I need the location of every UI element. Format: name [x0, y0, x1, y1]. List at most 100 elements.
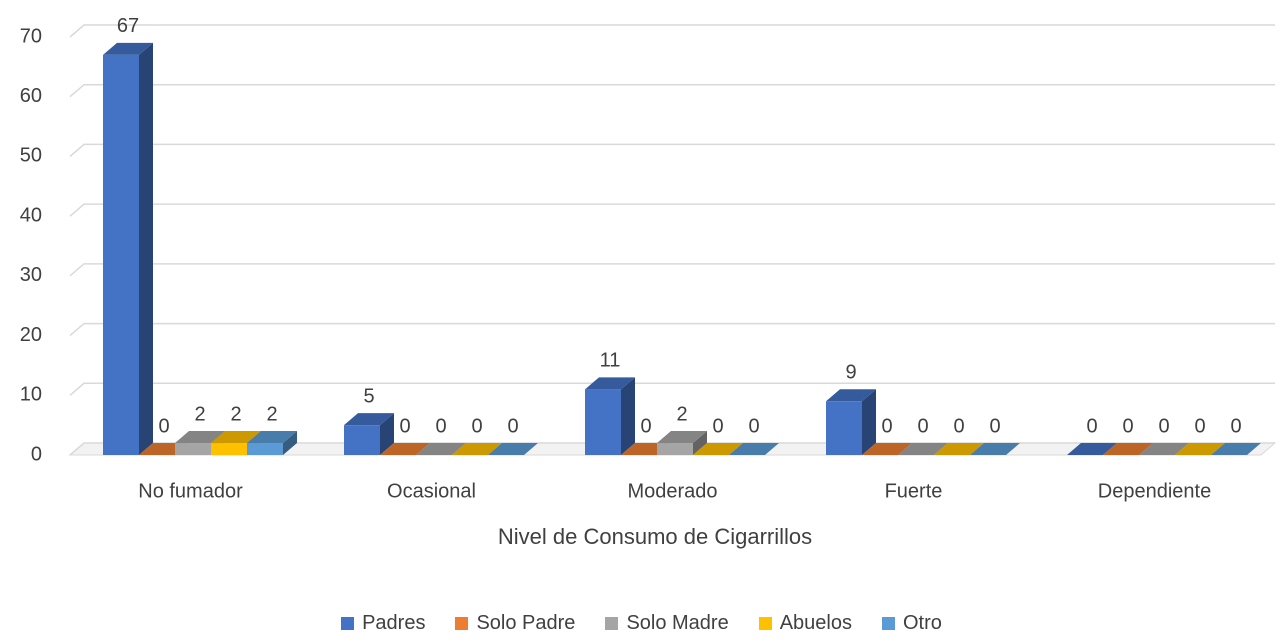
data-label: 0: [712, 415, 723, 437]
legend: Padres Solo Padre Solo Madre Abuelos Otro: [0, 612, 1283, 635]
bar-top: [898, 443, 948, 455]
data-label: 0: [1194, 415, 1205, 437]
legend-label: Solo Padre: [476, 612, 576, 634]
grid-line: [69, 143, 1275, 157]
grid-line: [69, 322, 1275, 337]
bar-top: [344, 413, 394, 426]
x-tick-label: Dependiente: [1098, 480, 1211, 502]
data-label: 0: [507, 415, 518, 437]
bar-top: [1211, 443, 1261, 455]
data-label: 5: [363, 385, 374, 407]
data-label: 0: [471, 415, 482, 437]
bar-top: [488, 443, 538, 455]
data-label: 2: [266, 403, 277, 425]
data-label: 0: [881, 415, 892, 437]
bar-top: [103, 42, 153, 55]
bar-top: [380, 443, 430, 455]
grid-line: [69, 24, 1275, 38]
bar-side: [621, 377, 635, 455]
legend-item: Solo Padre: [455, 612, 575, 635]
x-tick-label: No fumador: [138, 480, 243, 502]
y-tick-label: 40: [20, 204, 42, 226]
legend-swatch: [341, 617, 355, 630]
data-label: 0: [1158, 415, 1169, 437]
data-label: 0: [989, 415, 1000, 437]
data-label: 11: [600, 350, 621, 372]
legend-item: Abuelos: [758, 612, 852, 635]
legend-label: Abuelos: [779, 612, 852, 634]
y-tick-label: 10: [20, 384, 42, 406]
data-label: 2: [230, 403, 241, 425]
legend-swatch: [758, 617, 772, 630]
bar-top: [657, 431, 707, 444]
grid-line: [69, 83, 1275, 98]
data-label: 0: [748, 415, 759, 437]
bar-top: [585, 377, 635, 390]
bar-side: [283, 431, 297, 455]
bar-top: [175, 431, 225, 444]
legend-swatch: [455, 617, 469, 630]
bar-top: [1103, 443, 1153, 455]
data-label: 0: [917, 415, 928, 437]
bar-top: [693, 443, 743, 455]
bar-side: [380, 413, 394, 455]
legend-item: Padres: [341, 612, 425, 635]
data-label: 2: [194, 403, 205, 425]
bar-top: [211, 431, 261, 444]
bar: [247, 443, 283, 455]
bar-side: [693, 431, 707, 455]
bar: [175, 443, 211, 455]
legend-swatch: [605, 617, 619, 630]
bar-top: [934, 443, 984, 455]
bar-top: [1067, 443, 1117, 455]
data-label: 0: [435, 415, 446, 437]
bar-top: [826, 389, 876, 402]
y-tick-label: 30: [20, 264, 42, 286]
bar-side: [862, 389, 876, 455]
grid-line: [69, 203, 1275, 217]
data-label: 0: [1086, 415, 1097, 437]
data-label: 9: [845, 362, 856, 384]
y-tick-label: 0: [31, 443, 42, 465]
y-tick-label: 20: [20, 324, 42, 346]
bar-top: [862, 443, 912, 455]
data-label: 0: [399, 415, 410, 437]
bar: [211, 443, 247, 455]
bar-top: [247, 431, 297, 444]
bar-top: [1175, 443, 1225, 455]
x-tick-label: Fuerte: [885, 480, 943, 502]
y-tick-label: 70: [20, 25, 42, 47]
x-tick-label: Moderado: [627, 480, 717, 502]
data-label: 0: [1122, 415, 1133, 437]
data-label: 0: [640, 415, 651, 437]
legend-item: Solo Madre: [605, 612, 729, 635]
y-tick-label: 50: [20, 145, 42, 167]
grid-line: [69, 263, 1275, 277]
bar-side: [139, 42, 153, 456]
data-label: 67: [117, 15, 139, 37]
bar: [826, 401, 862, 455]
bar: [344, 425, 380, 455]
bar: [103, 54, 139, 456]
chart: Nivel de Consumo de Cigarrillos 01020304…: [20, 15, 1277, 549]
legend-item: Otro: [882, 612, 942, 635]
legend-label: Otro: [903, 612, 942, 634]
legend-label: Solo Madre: [626, 612, 729, 634]
data-label: 0: [158, 415, 169, 437]
data-label: 2: [676, 403, 687, 425]
grid-line: [69, 382, 1275, 396]
x-axis-title: Nivel de Consumo de Cigarrillos: [498, 524, 812, 549]
x-tick-label: Ocasional: [387, 480, 476, 502]
y-tick-label: 60: [20, 85, 42, 107]
bar-top: [416, 443, 466, 455]
bar-top: [970, 443, 1020, 455]
data-label: 0: [953, 415, 964, 437]
data-label: 0: [1230, 415, 1241, 437]
bar: [585, 389, 621, 455]
legend-swatch: [882, 617, 895, 630]
legend-label: Padres: [362, 612, 426, 634]
bar-top: [1139, 443, 1189, 455]
bar-top: [729, 443, 779, 455]
bar: [657, 443, 693, 455]
